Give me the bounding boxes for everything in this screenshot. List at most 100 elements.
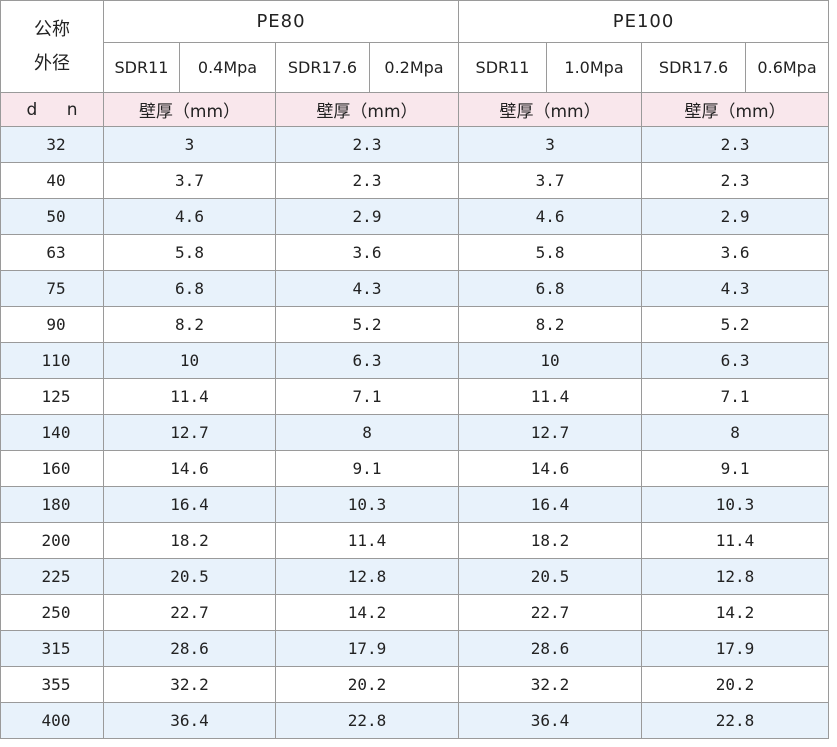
table-row: 200 18.2 11.4 18.2 11.4 bbox=[0, 522, 830, 559]
wall-thickness-cell: 11.4 bbox=[641, 522, 830, 559]
table-row: 75 6.8 4.3 6.8 4.3 bbox=[0, 270, 830, 307]
table-row: 400 36.4 22.8 36.4 22.8 bbox=[0, 702, 830, 739]
wall-thickness-cell: 20.2 bbox=[274, 666, 460, 703]
wall-thickness-cell: 14.6 bbox=[103, 450, 276, 487]
nominal-diameter-cell: 50 bbox=[0, 198, 104, 235]
nominal-diameter-cell: 75 bbox=[0, 270, 104, 307]
sub-header: 1.0Mpa bbox=[546, 42, 643, 93]
wall-thickness-cell: 22.8 bbox=[274, 702, 460, 739]
table-row: 250 22.7 14.2 22.7 14.2 bbox=[0, 594, 830, 631]
wall-thickness-cell: 17.9 bbox=[641, 630, 830, 667]
table-row: 63 5.8 3.6 5.8 3.6 bbox=[0, 234, 830, 271]
sub-header: 0.2Mpa bbox=[368, 42, 460, 93]
unit-row: d n 壁厚（mm） 壁厚（mm） 壁厚（mm） 壁厚（mm） bbox=[0, 92, 830, 127]
corner-label-line1: 公称 bbox=[34, 18, 70, 40]
wall-thickness-cell: 22.8 bbox=[641, 702, 830, 739]
table-row: 125 11.4 7.1 11.4 7.1 bbox=[0, 378, 830, 415]
wall-thickness-cell: 20.2 bbox=[641, 666, 830, 703]
wall-thickness-cell: 11.4 bbox=[103, 378, 276, 415]
wall-thickness-cell: 3.6 bbox=[641, 234, 830, 271]
wall-thickness-cell: 6.8 bbox=[458, 270, 643, 307]
wall-thickness-cell: 8.2 bbox=[103, 306, 276, 343]
nominal-diameter-cell: 315 bbox=[0, 630, 104, 667]
group-header-pe80: PE80 bbox=[102, 0, 460, 43]
nominal-diameter-cell: 32 bbox=[0, 126, 104, 163]
corner-label-line2: 外径 bbox=[34, 52, 70, 74]
table-row: 315 28.6 17.9 28.6 17.9 bbox=[0, 630, 830, 667]
wall-thickness-cell: 2.9 bbox=[274, 198, 460, 235]
wall-thickness-cell: 3.6 bbox=[274, 234, 460, 271]
table-row: 140 12.7 8 12.7 8 bbox=[0, 414, 830, 451]
wall-thickness-cell: 3.7 bbox=[458, 162, 643, 199]
wall-thickness-cell: 14.2 bbox=[274, 594, 460, 631]
wall-thickness-cell: 28.6 bbox=[458, 630, 643, 667]
wall-thickness-cell: 9.1 bbox=[274, 450, 460, 487]
table-row: 110 10 6.3 10 6.3 bbox=[0, 342, 830, 379]
nominal-diameter-cell: 40 bbox=[0, 162, 104, 199]
wall-thickness-cell: 16.4 bbox=[458, 486, 643, 523]
wall-thickness-cell: 5.2 bbox=[274, 306, 460, 343]
wall-thickness-cell: 32.2 bbox=[458, 666, 643, 703]
nominal-diameter-cell: 250 bbox=[0, 594, 104, 631]
wall-thickness-cell: 10.3 bbox=[274, 486, 460, 523]
wall-thickness-cell: 2.3 bbox=[274, 126, 460, 163]
table-row: 50 4.6 2.9 4.6 2.9 bbox=[0, 198, 830, 235]
wall-thickness-cell: 17.9 bbox=[274, 630, 460, 667]
wall-thickness-cell: 11.4 bbox=[458, 378, 643, 415]
wall-thickness-cell: 3 bbox=[103, 126, 276, 163]
table-row: 160 14.6 9.1 14.6 9.1 bbox=[0, 450, 830, 487]
wall-thickness-cell: 8 bbox=[641, 414, 830, 451]
wall-thickness-cell: 32.2 bbox=[103, 666, 276, 703]
sub-header: 0.4Mpa bbox=[179, 42, 276, 93]
wall-thickness-cell: 20.5 bbox=[103, 558, 276, 595]
wall-thickness-cell: 3.7 bbox=[103, 162, 276, 199]
wall-thickness-cell: 3 bbox=[458, 126, 643, 163]
wall-thickness-label: 壁厚（mm） bbox=[274, 92, 460, 127]
wall-thickness-cell: 6.3 bbox=[641, 342, 830, 379]
wall-thickness-cell: 18.2 bbox=[103, 522, 276, 559]
wall-thickness-label: 壁厚（mm） bbox=[458, 92, 643, 127]
nominal-diameter-cell: 200 bbox=[0, 522, 104, 559]
wall-thickness-cell: 2.3 bbox=[641, 162, 830, 199]
table-row: 225 20.5 12.8 20.5 12.8 bbox=[0, 558, 830, 595]
table-row: 32 3 2.3 3 2.3 bbox=[0, 126, 830, 163]
wall-thickness-label: 壁厚（mm） bbox=[103, 92, 276, 127]
sub-header: SDR17.6 bbox=[641, 42, 747, 93]
sub-header: SDR11 bbox=[103, 42, 180, 93]
wall-thickness-cell: 6.3 bbox=[274, 342, 460, 379]
nominal-diameter-cell: 160 bbox=[0, 450, 104, 487]
nominal-diameter-cell: 63 bbox=[0, 234, 104, 271]
wall-thickness-cell: 4.3 bbox=[641, 270, 830, 307]
dn-unit-label: d n bbox=[0, 92, 104, 127]
wall-thickness-cell: 11.4 bbox=[274, 522, 460, 559]
nominal-diameter-cell: 90 bbox=[0, 306, 104, 343]
wall-thickness-cell: 8.2 bbox=[458, 306, 643, 343]
wall-thickness-cell: 4.6 bbox=[458, 198, 643, 235]
wall-thickness-cell: 4.3 bbox=[274, 270, 460, 307]
wall-thickness-cell: 5.8 bbox=[458, 234, 643, 271]
wall-thickness-cell: 14.2 bbox=[641, 594, 830, 631]
nominal-diameter-cell: 140 bbox=[0, 414, 104, 451]
nominal-diameter-cell: 355 bbox=[0, 666, 104, 703]
nominal-diameter-cell: 400 bbox=[0, 702, 104, 739]
wall-thickness-cell: 18.2 bbox=[458, 522, 643, 559]
table-row: 40 3.7 2.3 3.7 2.3 bbox=[0, 162, 830, 199]
group-header-pe100: PE100 bbox=[458, 0, 830, 43]
wall-thickness-cell: 7.1 bbox=[641, 378, 830, 415]
wall-thickness-cell: 5.2 bbox=[641, 306, 830, 343]
nominal-diameter-cell: 225 bbox=[0, 558, 104, 595]
wall-thickness-cell: 12.7 bbox=[103, 414, 276, 451]
table-row: 355 32.2 20.2 32.2 20.2 bbox=[0, 666, 830, 703]
wall-thickness-cell: 6.8 bbox=[103, 270, 276, 307]
wall-thickness-cell: 20.5 bbox=[458, 558, 643, 595]
nominal-diameter-cell: 110 bbox=[0, 342, 104, 379]
header-row-groups: 公称 外径 PE80 PE100 bbox=[0, 0, 830, 93]
wall-thickness-cell: 28.6 bbox=[103, 630, 276, 667]
wall-thickness-cell: 12.7 bbox=[458, 414, 643, 451]
nominal-diameter-cell: 180 bbox=[0, 486, 104, 523]
wall-thickness-cell: 10 bbox=[103, 342, 276, 379]
wall-thickness-cell: 10.3 bbox=[641, 486, 830, 523]
wall-thickness-cell: 14.6 bbox=[458, 450, 643, 487]
